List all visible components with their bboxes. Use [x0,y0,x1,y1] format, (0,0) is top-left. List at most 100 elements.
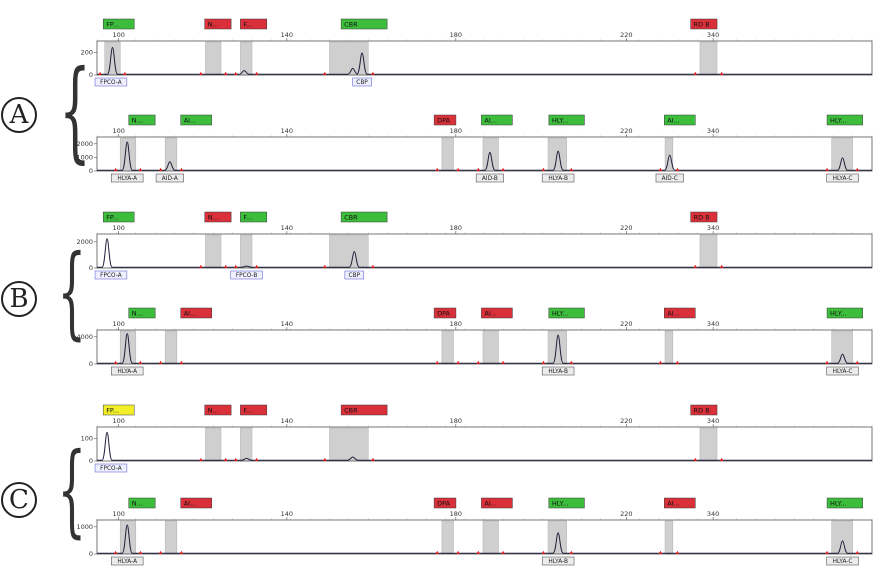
allele-bin [664,330,674,365]
locus-marker-label: HLY... [830,500,847,508]
allele-call-label: HLYA-A [117,176,137,182]
allele-bin [240,427,253,462]
x-tick-label: 140 [281,31,293,39]
locus-marker-label: HLY... [830,310,847,318]
peak-boundary-marker [179,360,184,364]
peak-boundary-marker [855,167,860,171]
peak-boundary-marker [138,550,143,554]
allele-call-label: HLYA-C [833,176,853,182]
allele-call-label: HLYA-B [548,559,568,565]
locus-marker-green [180,114,212,126]
peak-boundary-marker [456,550,460,554]
peak-boundary-marker [501,550,505,554]
x-tick-label: 340 [707,417,719,425]
x-tick-label: 100 [112,320,124,328]
allele-call-label: FPCO-B [236,273,257,279]
peak-boundary-marker [371,71,375,75]
locus-marker-green [826,114,863,126]
locus-marker-red [240,18,268,30]
peak-boundary-marker [501,167,505,171]
locus-marker-label: FP... [106,407,119,415]
locus-marker-green [340,18,388,30]
panel-a-lower: 100 140 180 220 340 2000 1000 0 N... AI... DPA AI..… [76,114,873,183]
locus-marker-label: F... [243,21,252,29]
locus-marker-green [548,497,585,509]
peak-boundary-marker [476,167,481,171]
x-tick-label: 180 [450,417,462,425]
signal-trace [97,333,872,364]
locus-marker-green [128,114,156,126]
allele-call-box [541,366,575,376]
allele-call-box [541,173,575,183]
allele-call-label: AID-B [482,176,498,182]
allele-bin [699,41,718,76]
locus-marker-label: RD B [694,214,710,222]
peak-boundary-marker [158,167,163,171]
allele-call-label: AID-A [162,176,178,182]
peak-boundary-marker [254,457,259,461]
peak-boundary-marker [199,457,203,461]
locus-marker-red [240,404,268,416]
locus-marker-red [180,307,212,319]
signal-trace [97,431,872,461]
allele-bin [329,41,369,76]
locus-marker-label: DPA [437,310,451,318]
locus-marker-label: AI... [184,500,197,508]
allele-call-label: FPCO-A [100,466,122,472]
allele-bin [104,41,121,76]
peak-boundary-marker [113,550,118,554]
peak-boundary-marker [541,360,546,364]
allele-call-box [826,173,859,183]
peak-boundary-marker [138,167,143,171]
signal-trace [97,238,872,268]
allele-call-box [155,173,184,183]
allele-call-box [344,270,365,280]
locus-marker-red [690,211,718,223]
x-tick-label: 140 [281,127,293,135]
locus-marker-label: AI... [484,310,497,318]
locus-marker-green [128,307,156,319]
allele-bin [482,330,499,365]
x-tick-label: 340 [707,510,719,518]
locus-marker-red [204,18,232,30]
locus-marker-red [481,497,513,509]
locus-marker-green [128,497,156,509]
allele-call-box [230,270,263,280]
peak-boundary-marker [254,264,259,268]
y-tick-label: 0 [89,550,93,558]
x-tick-label: 100 [112,127,124,135]
allele-bin [831,137,853,172]
x-tick-label: 180 [450,127,462,135]
peak-boundary-marker [719,457,724,461]
peak-boundary-marker [323,71,327,75]
allele-bin [164,520,178,555]
locus-marker-green [664,114,696,126]
allele-call-box [826,556,859,566]
locus-marker-green [102,18,135,30]
locus-marker-label: AI... [667,117,680,125]
allele-bin [329,427,369,462]
panel-b-upper: 100 140 180 220 340 2000 0 FP... N... F... CBR RD B… [76,211,873,280]
x-tick-label: 100 [112,224,124,232]
x-tick-label: 180 [450,510,462,518]
y-tick-label: 1000 [76,523,93,531]
locus-marker-label: N... [132,310,143,318]
locus-marker-red [690,18,718,30]
panel-b-lower: 100 140 180 220 340 4000 0 N... AI... DPA AI... HLY… [76,307,873,376]
allele-bin [329,234,369,269]
peak-boundary-marker [569,167,574,171]
x-tick-label: 340 [707,127,719,135]
allele-bin [441,520,454,555]
allele-call-label: HLYA-C [833,559,853,565]
peak-boundary-marker [825,360,829,364]
locus-marker-red [340,404,388,416]
allele-bin [547,520,567,555]
locus-marker-label: CBR [344,21,358,29]
allele-bin [441,137,454,172]
peak-boundary-marker [158,360,163,364]
peak-boundary-marker [456,360,460,364]
peak-boundary-marker [323,457,327,461]
y-tick-label: 0 [89,457,93,465]
allele-call-box [826,366,859,376]
locus-marker-red [664,497,696,509]
